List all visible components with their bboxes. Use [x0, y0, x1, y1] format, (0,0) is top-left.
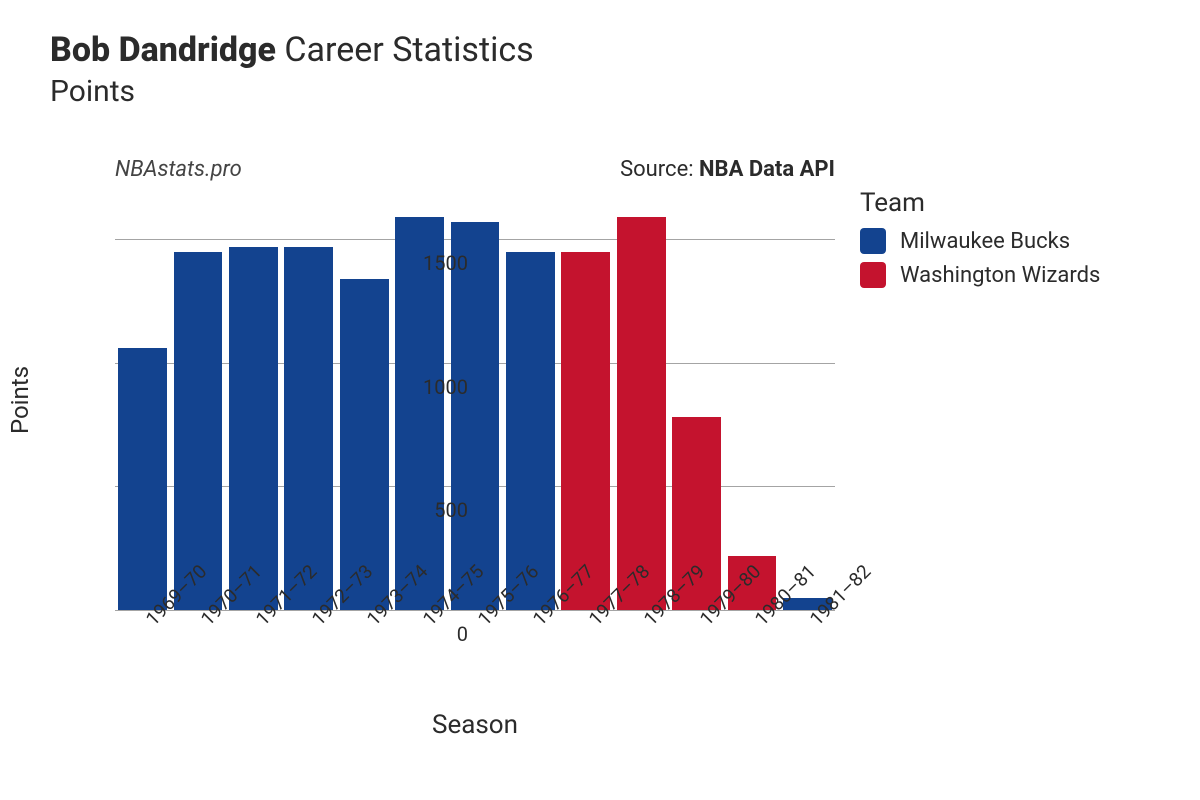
y-tick-label: 0: [457, 622, 468, 646]
credit-text: NBAstats.pro: [115, 157, 242, 182]
chart-title: Bob Dandridge Career Statistics: [50, 30, 1150, 70]
x-axis-label: Season: [115, 710, 835, 740]
bar: [561, 252, 610, 610]
y-tick-label: 1000: [423, 375, 468, 399]
legend: Team Milwaukee Bucks Washington Wizards: [860, 188, 1100, 296]
y-axis-label: Points: [6, 366, 34, 434]
source-text: Source: NBA Data API: [620, 157, 835, 182]
bar: [284, 247, 333, 610]
legend-title: Team: [860, 188, 1100, 218]
y-tick-label: 500: [434, 498, 468, 522]
legend-label: Milwaukee Bucks: [900, 229, 1070, 254]
meta-row: NBAstats.pro Source: NBA Data API: [115, 157, 835, 182]
title-player: Bob Dandridge: [50, 30, 276, 70]
legend-item: Milwaukee Bucks: [860, 228, 1100, 254]
plot-area: [115, 190, 835, 610]
legend-item: Washington Wizards: [860, 262, 1100, 288]
bar: [229, 247, 278, 610]
bar: [118, 348, 167, 610]
source-label: Source:: [620, 157, 699, 182]
source-api: NBA Data API: [699, 157, 835, 182]
bar: [506, 252, 555, 610]
bar: [340, 279, 389, 610]
legend-swatch: [860, 228, 886, 254]
title-rest: Career Statistics: [284, 30, 533, 70]
legend-swatch: [860, 262, 886, 288]
y-tick-label: 1500: [423, 251, 468, 275]
bar: [617, 217, 666, 610]
bar: [451, 222, 500, 610]
bar: [174, 252, 223, 610]
bar: [395, 217, 444, 610]
chart-subtitle: Points: [50, 74, 1150, 109]
legend-label: Washington Wizards: [900, 263, 1100, 288]
